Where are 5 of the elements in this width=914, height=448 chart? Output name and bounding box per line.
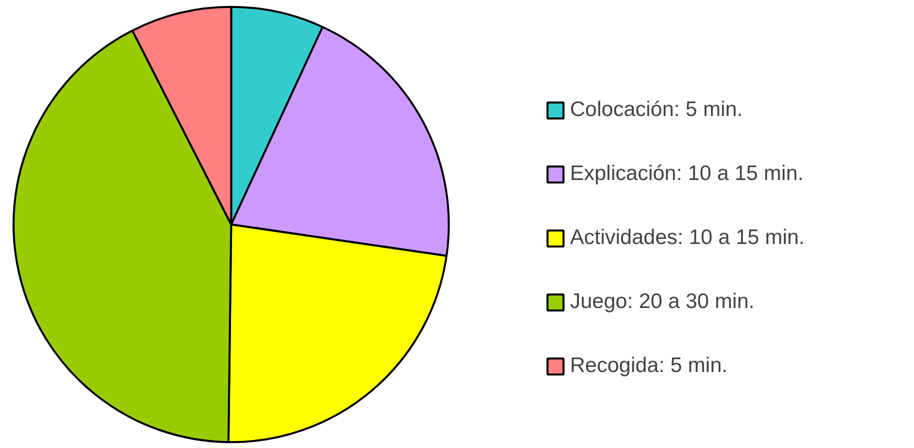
legend-label: Actividades: 10 a 15 min. (570, 226, 805, 250)
legend-label: Juego: 20 a 30 min. (570, 290, 754, 314)
legend-label: Colocación: 5 min. (570, 98, 743, 122)
legend-label: Explicación: 10 a 15 min. (570, 162, 804, 186)
legend-label: Recogida: 5 min. (570, 354, 728, 378)
